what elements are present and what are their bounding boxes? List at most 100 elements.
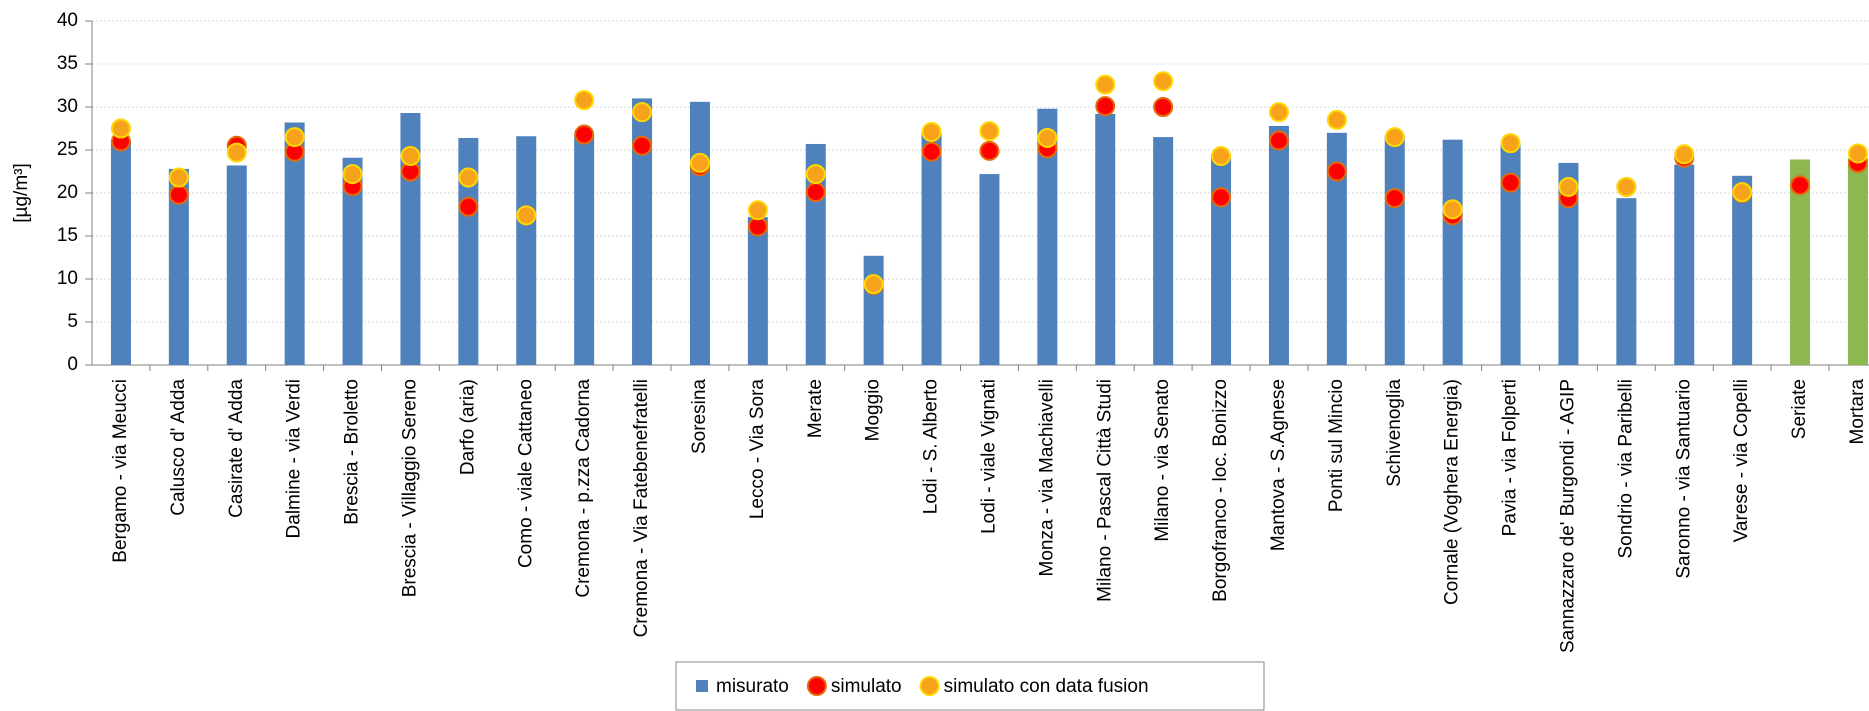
bar xyxy=(1558,162,1579,365)
marker xyxy=(1442,199,1463,220)
x-tick-label: Bergamo - via Meucci xyxy=(110,379,131,563)
x-tick-label: Sondrio - via Paribelli xyxy=(1615,379,1636,559)
marker xyxy=(110,118,131,139)
marker xyxy=(979,121,1000,142)
marker xyxy=(921,141,942,162)
bar xyxy=(1384,135,1405,365)
bar xyxy=(1153,137,1174,365)
x-tick-label: Casirate d' Adda xyxy=(226,379,247,518)
x-tick-label: Milano - Pascal Città Studi xyxy=(1094,379,1115,602)
x-tick-label: Lodi - S. Alberto xyxy=(921,379,942,514)
marker xyxy=(632,102,653,123)
y-tick-label: 10 xyxy=(57,268,78,289)
y-tick-label: 40 xyxy=(57,10,78,31)
x-tick-label: Mortara xyxy=(1847,379,1868,445)
y-axis-label: [µg/m³] xyxy=(11,163,32,223)
marker xyxy=(1732,182,1753,203)
marker xyxy=(632,135,653,156)
x-tick-label: Lecco - Via Sora xyxy=(747,379,768,520)
marker xyxy=(1790,175,1811,196)
x-tick-label: Sannazzaro de' Burgondi - AGIP xyxy=(1557,379,1578,653)
marker xyxy=(1847,143,1868,164)
x-tick-label: Soresina xyxy=(689,379,710,454)
marker xyxy=(458,167,479,188)
x-tick-label: Moggio xyxy=(863,379,884,441)
marker xyxy=(516,205,537,226)
bar xyxy=(1326,132,1347,365)
legend-box xyxy=(675,661,1265,711)
bar xyxy=(1616,198,1637,365)
marker xyxy=(1095,96,1116,117)
marker xyxy=(1153,71,1174,92)
marker xyxy=(1211,187,1232,208)
marker xyxy=(805,182,826,203)
y-tick-label: 25 xyxy=(57,139,78,160)
bar xyxy=(516,136,537,365)
legend-label: simulato xyxy=(831,676,902,697)
bar xyxy=(979,174,1000,365)
legend-swatch xyxy=(806,676,827,696)
bar xyxy=(1674,164,1695,365)
marker xyxy=(574,124,595,145)
bar xyxy=(1095,113,1116,365)
legend-label: simulato con data fusion xyxy=(944,676,1149,697)
x-tick-label: Varese - via Copelli xyxy=(1731,379,1752,542)
bar xyxy=(863,255,884,365)
bar xyxy=(168,168,189,365)
x-tick-label: Pavia - via Folperti xyxy=(1500,379,1521,536)
x-tick-label: Cornale (Voghera Energia) xyxy=(1442,379,1463,605)
marker xyxy=(1153,97,1174,117)
marker xyxy=(1326,109,1347,130)
marker xyxy=(747,200,768,221)
legend-label: misurato xyxy=(716,676,789,697)
bar xyxy=(458,137,479,365)
y-tick-label: 20 xyxy=(57,182,78,203)
marker xyxy=(400,146,421,167)
x-tick-label: Mantova - S.Agnese xyxy=(1268,379,1289,551)
x-tick-label: Como - viale Cattaneo xyxy=(515,379,536,568)
marker xyxy=(168,184,189,205)
marker xyxy=(1384,188,1405,209)
x-tick-label: Brescia - Villaggio Sereno xyxy=(399,379,420,597)
y-tick-label: 30 xyxy=(57,96,78,117)
marker xyxy=(1095,74,1116,95)
marker xyxy=(284,127,305,148)
bar xyxy=(1847,158,1868,365)
y-tick-label: 15 xyxy=(57,225,78,246)
marker xyxy=(747,216,768,237)
marker xyxy=(1558,176,1579,197)
x-tick-label: Merate xyxy=(805,379,826,438)
x-tick-label: Ponti sul Mincio xyxy=(1326,379,1347,512)
marker xyxy=(805,164,826,185)
x-tick-label: Cremona - Via Fatebenefratelli xyxy=(631,379,652,637)
bar xyxy=(921,132,942,365)
bar xyxy=(1790,159,1811,365)
legend-swatch xyxy=(919,676,940,696)
bar xyxy=(1500,143,1521,365)
x-tick-label: Borgofranco - loc. Bonizzo xyxy=(1210,379,1231,602)
x-tick-label: Dalmine - via Verdi xyxy=(284,379,305,538)
x-tick-label: Calusco d' Adda xyxy=(168,379,189,516)
marker xyxy=(689,152,710,173)
bar xyxy=(284,122,305,365)
marker xyxy=(574,90,595,111)
marker xyxy=(1500,133,1521,154)
marker xyxy=(1268,130,1289,151)
marker xyxy=(458,196,479,217)
bar xyxy=(747,217,768,365)
marker xyxy=(1037,127,1058,148)
y-tick-label: 35 xyxy=(57,53,78,74)
x-tick-label: Cremona - p.zza Cadorna xyxy=(573,379,594,598)
marker xyxy=(1674,144,1695,165)
x-tick-label: Darfo (aria) xyxy=(457,379,478,475)
bar xyxy=(1037,108,1058,365)
bar xyxy=(1732,175,1753,365)
marker xyxy=(863,274,884,295)
bar xyxy=(632,98,653,366)
x-tick-label: Milano - via Senato xyxy=(1152,379,1173,542)
y-tick-label: 0 xyxy=(67,354,78,375)
marker xyxy=(226,142,247,163)
marker xyxy=(921,121,942,142)
marker xyxy=(168,167,189,188)
